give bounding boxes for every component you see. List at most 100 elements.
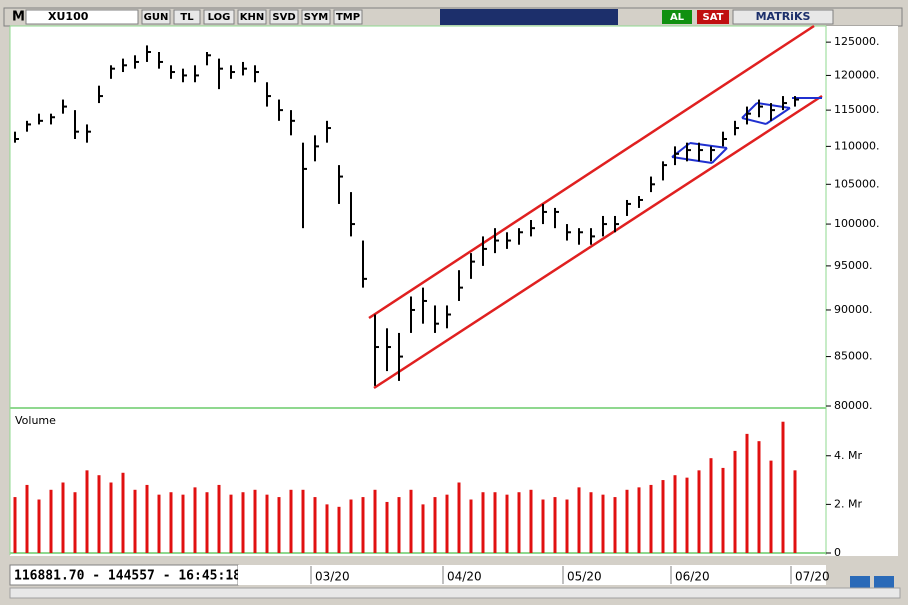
y-tick-label: 120000. bbox=[834, 68, 880, 81]
volume-bar bbox=[277, 497, 281, 553]
volume-bar bbox=[157, 494, 161, 553]
y-tick-label: 105000. bbox=[834, 177, 880, 190]
volume-bar bbox=[529, 489, 533, 553]
y-tick-label: 115000. bbox=[834, 103, 880, 116]
volume-bar bbox=[433, 497, 437, 553]
volume-bar bbox=[553, 497, 557, 553]
volume-bar bbox=[241, 492, 245, 553]
volume-bar bbox=[313, 497, 317, 553]
volume-bar bbox=[181, 494, 185, 553]
volume-title: Volume bbox=[15, 414, 56, 427]
volume-bar bbox=[745, 433, 749, 553]
volume-bar bbox=[457, 482, 461, 553]
toolbar-button[interactable] bbox=[333, 9, 363, 25]
volume-bar bbox=[709, 458, 713, 553]
volume-bar bbox=[577, 487, 581, 553]
volume-bar bbox=[169, 492, 173, 553]
volume-bar bbox=[589, 492, 593, 553]
volume-bar bbox=[445, 494, 449, 553]
volume-bar bbox=[49, 489, 53, 553]
toolbar-button[interactable] bbox=[269, 9, 299, 25]
toolbar-button[interactable] bbox=[237, 9, 267, 25]
volume-bar bbox=[217, 484, 221, 553]
y-tick-label: 125000. bbox=[834, 35, 880, 48]
volume-bar bbox=[769, 460, 773, 553]
x-tick-label: 06/20 bbox=[675, 570, 710, 584]
volume-bar bbox=[265, 494, 269, 553]
volume-bar bbox=[25, 484, 29, 553]
volume-bar bbox=[13, 497, 17, 553]
chart-area bbox=[10, 26, 898, 556]
toolbar-button-label: KHN bbox=[240, 12, 265, 23]
toolbar-button-label: SYM bbox=[304, 12, 328, 23]
volume-bar bbox=[325, 504, 329, 553]
sell-button[interactable] bbox=[697, 10, 729, 24]
channel bbox=[368, 24, 823, 390]
volume-bar bbox=[73, 492, 77, 553]
brand-box bbox=[732, 9, 834, 25]
toolbar-fill bbox=[440, 9, 618, 25]
toolbar-button[interactable] bbox=[141, 9, 171, 25]
volume-bar bbox=[337, 506, 341, 553]
volume-bar bbox=[409, 489, 413, 553]
volume-bar bbox=[109, 482, 113, 553]
volume-bar bbox=[649, 484, 653, 553]
buy-label: AL bbox=[670, 12, 685, 23]
buy-button[interactable] bbox=[662, 10, 692, 24]
volume-bar bbox=[145, 484, 149, 553]
logo: M bbox=[12, 10, 25, 25]
brand: MATRiKS bbox=[756, 10, 811, 23]
volume-bar bbox=[85, 470, 89, 553]
sell-label: SAT bbox=[703, 12, 724, 23]
volume-bar bbox=[685, 477, 689, 553]
volume-bar bbox=[565, 499, 569, 553]
scrollbar[interactable] bbox=[9, 587, 901, 599]
volume-bar bbox=[661, 480, 665, 553]
x-tick-label: 07/20 bbox=[795, 570, 830, 584]
volume-bar bbox=[61, 482, 65, 553]
volume-bar bbox=[793, 470, 797, 553]
flags bbox=[671, 97, 822, 164]
y-tick-label: 2. Mr bbox=[834, 497, 862, 510]
volume-bar bbox=[229, 494, 233, 553]
toolbar-button-label: TL bbox=[180, 12, 194, 23]
x-tick-label: 03/20 bbox=[315, 570, 350, 584]
volume-bar bbox=[205, 492, 209, 553]
volume-bar bbox=[193, 487, 197, 553]
toolbar-button[interactable] bbox=[301, 9, 331, 25]
y-tick-label: 85000. bbox=[834, 350, 873, 363]
volume-bar bbox=[757, 441, 761, 553]
volume-bar bbox=[133, 489, 137, 553]
x-tick-label: 05/20 bbox=[567, 570, 602, 584]
y-tick-label: 95000. bbox=[834, 259, 873, 272]
volume-bar bbox=[121, 472, 125, 553]
volume-bar bbox=[541, 499, 545, 553]
y-tick-label: 0 bbox=[834, 546, 841, 559]
volume-bar bbox=[289, 489, 293, 553]
toolbar-button[interactable] bbox=[203, 9, 235, 25]
symbol-box[interactable] bbox=[25, 9, 139, 25]
toolbar-button-label: TMP bbox=[336, 12, 360, 23]
volume-bar bbox=[505, 494, 509, 553]
toolbar-button[interactable] bbox=[173, 9, 201, 25]
y-tick-label: 90000. bbox=[834, 303, 873, 316]
volume-bar bbox=[97, 475, 101, 553]
volume-bar bbox=[781, 421, 785, 553]
volume-bar bbox=[613, 497, 617, 553]
volume-bar bbox=[421, 504, 425, 553]
volume-bar bbox=[397, 497, 401, 553]
volume-bar bbox=[349, 499, 353, 553]
volume-bar bbox=[37, 499, 41, 553]
y-tick-label: 110000. bbox=[834, 139, 880, 152]
volume-bar bbox=[721, 467, 725, 553]
volume-bar bbox=[373, 489, 377, 553]
volume-bar bbox=[673, 475, 677, 553]
date-strip bbox=[238, 565, 826, 585]
y-tick-label: 4. Mr bbox=[834, 449, 862, 462]
volume-bar bbox=[697, 470, 701, 553]
volume-bar bbox=[301, 489, 305, 553]
volume-bar bbox=[481, 492, 485, 553]
volume-bar bbox=[253, 489, 257, 553]
volume-bar bbox=[733, 450, 737, 553]
